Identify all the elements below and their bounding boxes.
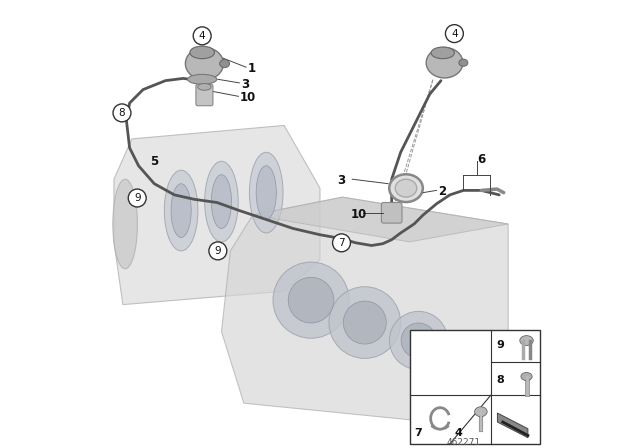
Circle shape (113, 104, 131, 122)
Text: 3: 3 (337, 173, 345, 187)
Polygon shape (253, 197, 508, 242)
Circle shape (329, 287, 401, 358)
Circle shape (333, 234, 351, 252)
Ellipse shape (220, 60, 230, 68)
Circle shape (401, 323, 436, 358)
FancyBboxPatch shape (381, 202, 402, 223)
Ellipse shape (426, 47, 463, 78)
Ellipse shape (186, 47, 223, 80)
Circle shape (288, 277, 334, 323)
Ellipse shape (190, 46, 214, 59)
Circle shape (193, 27, 211, 45)
Ellipse shape (250, 152, 283, 233)
Text: 8: 8 (118, 108, 125, 118)
Ellipse shape (205, 161, 238, 242)
Ellipse shape (171, 184, 191, 237)
Polygon shape (497, 413, 528, 438)
Ellipse shape (113, 179, 138, 269)
Text: 7: 7 (338, 238, 345, 248)
Text: 7: 7 (414, 428, 422, 438)
Text: 3: 3 (241, 78, 249, 91)
Ellipse shape (431, 47, 454, 59)
Text: 6: 6 (477, 152, 486, 166)
Ellipse shape (188, 74, 217, 84)
Circle shape (128, 189, 146, 207)
Text: 4: 4 (199, 31, 205, 41)
Text: 462271: 462271 (446, 438, 481, 447)
Text: 9: 9 (496, 340, 504, 350)
Polygon shape (114, 125, 320, 305)
Circle shape (389, 311, 448, 370)
Text: 10: 10 (239, 91, 255, 104)
Text: 9: 9 (134, 193, 141, 203)
Text: 2: 2 (438, 185, 446, 198)
Ellipse shape (211, 175, 232, 228)
Ellipse shape (459, 59, 468, 66)
Ellipse shape (389, 174, 423, 202)
Circle shape (209, 242, 227, 260)
Ellipse shape (164, 170, 198, 251)
Ellipse shape (256, 166, 276, 220)
Text: 5: 5 (150, 155, 158, 168)
Ellipse shape (198, 83, 211, 90)
Text: 1: 1 (248, 61, 255, 75)
Text: 9: 9 (214, 246, 221, 256)
FancyBboxPatch shape (410, 330, 540, 444)
Text: 8: 8 (496, 375, 504, 385)
Text: 4: 4 (455, 428, 463, 438)
Polygon shape (221, 197, 508, 421)
Circle shape (273, 262, 349, 338)
Circle shape (445, 25, 463, 43)
Text: 4: 4 (451, 29, 458, 39)
FancyBboxPatch shape (196, 84, 213, 106)
Circle shape (343, 301, 387, 344)
Text: 10: 10 (351, 207, 367, 221)
Ellipse shape (396, 179, 417, 197)
Ellipse shape (521, 372, 532, 380)
Ellipse shape (475, 407, 487, 417)
Ellipse shape (520, 336, 533, 345)
